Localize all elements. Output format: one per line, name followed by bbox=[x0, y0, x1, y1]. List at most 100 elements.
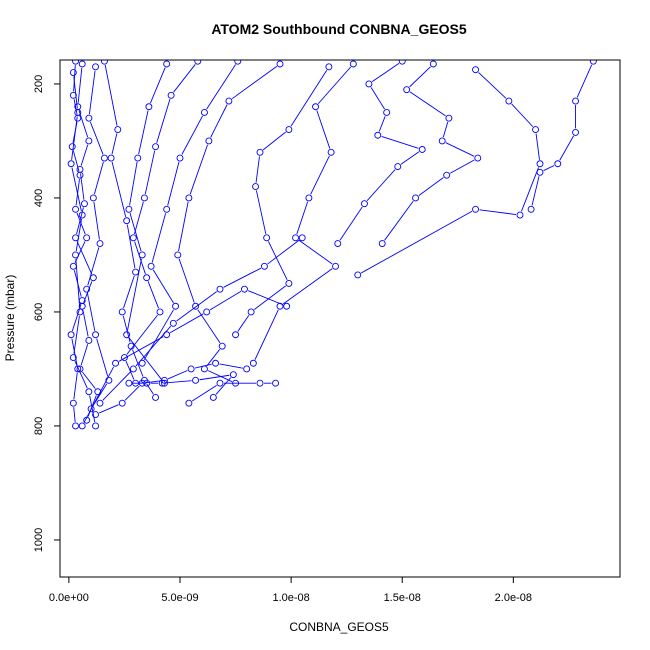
data-point bbox=[67, 160, 75, 168]
series-segment bbox=[156, 99, 171, 143]
data-point bbox=[169, 319, 177, 327]
data-point bbox=[67, 331, 75, 339]
data-point bbox=[445, 114, 453, 122]
series-segment bbox=[223, 267, 262, 288]
data-point bbox=[192, 376, 200, 384]
data-point bbox=[285, 126, 293, 133]
series-segment bbox=[71, 116, 78, 160]
data-point bbox=[87, 405, 95, 413]
data-point bbox=[147, 262, 155, 270]
series-segment bbox=[73, 315, 80, 354]
data-point bbox=[418, 146, 426, 153]
data-point bbox=[167, 91, 175, 99]
series-segment bbox=[531, 176, 540, 206]
data-point bbox=[83, 285, 91, 293]
series-4 bbox=[67, 69, 100, 430]
series-segment bbox=[478, 72, 507, 99]
data-point bbox=[114, 126, 122, 133]
series-segment bbox=[173, 64, 196, 93]
y-tick-label: 200 bbox=[33, 75, 45, 93]
data-point bbox=[138, 359, 146, 367]
data-point bbox=[143, 274, 151, 282]
series-segment bbox=[219, 363, 243, 369]
x-tick-label: 2.0e-08 bbox=[495, 592, 532, 604]
data-point bbox=[234, 60, 242, 65]
data-point bbox=[94, 388, 102, 396]
series-5 bbox=[100, 60, 160, 401]
series-segment bbox=[206, 349, 221, 367]
data-point bbox=[365, 80, 373, 88]
series-segment bbox=[176, 291, 218, 322]
series-layer bbox=[67, 60, 597, 430]
data-point bbox=[532, 126, 540, 133]
data-point bbox=[92, 63, 100, 71]
series-segment bbox=[559, 135, 574, 161]
series-segment bbox=[118, 336, 164, 362]
data-point bbox=[243, 365, 251, 373]
series-segment bbox=[73, 407, 76, 423]
series-segment bbox=[104, 64, 118, 126]
x-axis: 0.0e+00 5.0e-09 1.0e-08 1.5e-08 2.0e-08 bbox=[49, 577, 532, 604]
series-segment bbox=[181, 115, 203, 155]
series-20 bbox=[96, 234, 306, 407]
data-point bbox=[107, 154, 115, 162]
data-point bbox=[232, 331, 240, 339]
series-segment bbox=[82, 310, 89, 337]
data-point bbox=[516, 211, 524, 219]
data-point bbox=[327, 148, 335, 156]
data-point bbox=[256, 148, 264, 156]
y-tick-label: 600 bbox=[33, 303, 45, 321]
series-segment bbox=[167, 370, 188, 380]
data-point bbox=[505, 97, 513, 105]
series-segment bbox=[73, 76, 78, 109]
data-point bbox=[187, 365, 195, 373]
series-segment bbox=[479, 209, 517, 215]
data-point bbox=[292, 234, 300, 242]
series-segment bbox=[317, 66, 352, 105]
series-segment bbox=[125, 361, 135, 380]
data-point bbox=[74, 365, 82, 373]
data-point bbox=[360, 200, 368, 208]
series-segment bbox=[73, 65, 76, 92]
series-segment bbox=[371, 63, 400, 83]
data-point bbox=[125, 205, 133, 213]
x-tick-label: 1.0e-08 bbox=[272, 592, 309, 604]
series-11 bbox=[249, 60, 357, 367]
series-segment bbox=[254, 285, 286, 310]
data-point bbox=[429, 60, 437, 68]
series-segment bbox=[75, 179, 80, 206]
series-segment bbox=[215, 377, 232, 395]
data-point bbox=[572, 128, 580, 136]
series-segment bbox=[445, 142, 475, 157]
data-point bbox=[92, 411, 100, 418]
series-15 bbox=[527, 60, 597, 213]
series-segment bbox=[138, 110, 149, 155]
data-point bbox=[69, 69, 77, 76]
series-segment bbox=[378, 116, 386, 132]
data-point bbox=[152, 143, 160, 151]
data-point bbox=[229, 371, 237, 379]
series-segment bbox=[129, 213, 142, 252]
series-segment bbox=[75, 218, 83, 252]
series-segment bbox=[189, 144, 208, 195]
series-segment bbox=[231, 65, 278, 100]
series-segment bbox=[366, 169, 396, 201]
series-segment bbox=[167, 161, 180, 206]
series-segment bbox=[361, 210, 473, 274]
series-segment bbox=[89, 395, 96, 423]
series-segment bbox=[73, 372, 78, 400]
series-17 bbox=[125, 371, 237, 401]
series-segment bbox=[123, 275, 135, 309]
series-segment bbox=[178, 258, 195, 303]
series-segment bbox=[102, 371, 131, 401]
data-point bbox=[123, 331, 131, 339]
data-point bbox=[78, 211, 86, 219]
data-point bbox=[285, 279, 293, 287]
data-point bbox=[74, 108, 82, 116]
data-point bbox=[443, 171, 451, 179]
series-segment bbox=[150, 67, 166, 104]
series-segment bbox=[199, 374, 230, 381]
data-point bbox=[143, 379, 151, 387]
series-segment bbox=[93, 201, 100, 240]
y-tick-label: 400 bbox=[33, 189, 45, 207]
